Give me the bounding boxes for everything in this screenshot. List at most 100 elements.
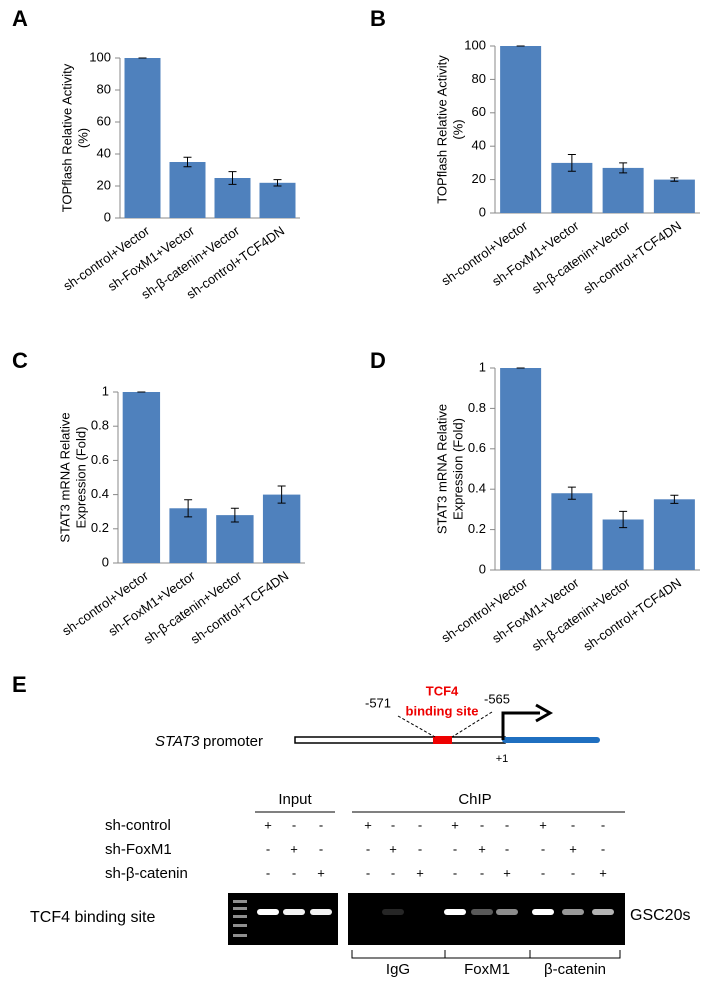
sign: -: [319, 817, 323, 832]
bar: [122, 392, 161, 563]
sign: -: [453, 865, 457, 880]
y-tick-label: 0.2: [91, 520, 109, 535]
bar: [653, 179, 695, 213]
bracket: [351, 950, 621, 959]
gel-band: [444, 909, 466, 915]
x-tick-label: sh-FoxM1+Vector: [489, 575, 582, 646]
y-tick-label: 100: [89, 49, 111, 64]
y-tick-label: 0.4: [91, 486, 109, 501]
error-bar: [670, 494, 679, 504]
y-tick-label: 1: [479, 359, 486, 374]
error-bar: [567, 154, 576, 172]
site-label: TCF4: [426, 683, 459, 698]
ladder-band: [233, 924, 247, 927]
sign: -: [366, 865, 370, 880]
y-axis-label: TOPflash Relative Activity: [59, 63, 74, 212]
y-axis-label: STAT3 mRNA Relative: [434, 404, 449, 534]
gel-band: [562, 909, 584, 915]
y-tick-label: 40: [97, 145, 111, 160]
gene-name: STAT3: [155, 733, 200, 750]
y-tick-label: 60: [97, 113, 111, 128]
y-axis-label: (%): [75, 128, 90, 148]
sign: +: [264, 817, 272, 832]
row-label: sh-FoxM1: [105, 841, 172, 858]
sign: -: [266, 865, 270, 880]
x-tick-label: sh-control+Vector: [439, 218, 531, 289]
chip-group: IgG: [386, 961, 410, 978]
error-bar: [567, 486, 576, 500]
error-bar: [277, 485, 286, 504]
group-label: Input: [278, 791, 312, 808]
position-label: +1: [496, 753, 509, 765]
x-tick-label: sh-FoxM1+Vector: [489, 218, 582, 289]
error-bar: [619, 162, 628, 174]
y-axis-label: Expression (Fold): [450, 418, 465, 520]
y-tick-label: 0: [102, 554, 109, 569]
error-bar: [228, 171, 237, 185]
cell-line: GSC20s: [630, 907, 690, 924]
sign: -: [319, 841, 323, 856]
promoter-text: promoter: [203, 733, 263, 750]
sign: -: [453, 841, 457, 856]
y-tick-label: 0.4: [468, 481, 486, 496]
y-tick-label: 100: [464, 37, 486, 52]
x-tick-label: sh-control+Vector: [439, 575, 531, 646]
gel-band: [532, 909, 554, 915]
panel-letter: E: [12, 672, 27, 697]
y-axis-label: STAT3 mRNA Relative: [57, 412, 72, 542]
sign: -: [418, 817, 422, 832]
y-tick-label: 0.6: [468, 440, 486, 455]
sign: -: [366, 841, 370, 856]
binding-site: [433, 736, 452, 744]
ladder-band: [233, 900, 247, 903]
error-bar: [183, 156, 192, 168]
y-axis-label: Expression (Fold): [73, 427, 88, 529]
bar: [124, 58, 161, 218]
position-label: -571: [365, 695, 391, 710]
sign: -: [480, 817, 484, 832]
y-tick-label: 0.8: [468, 400, 486, 415]
promoter-line: [294, 736, 506, 744]
panel-letter: C: [12, 348, 28, 373]
bar: [500, 46, 542, 213]
sign: -: [505, 817, 509, 832]
sign: +: [290, 841, 298, 856]
dash-line: [397, 715, 436, 738]
y-tick-label: 40: [472, 138, 486, 153]
y-tick-label: 0: [479, 561, 486, 576]
sign: -: [292, 817, 296, 832]
sign: +: [503, 865, 511, 880]
sign: +: [451, 817, 459, 832]
position-label: -565: [484, 691, 510, 706]
sign: +: [478, 841, 486, 856]
sign: +: [416, 865, 424, 880]
sign: +: [539, 817, 547, 832]
y-tick-label: 80: [472, 71, 486, 86]
gel-band: [310, 909, 332, 915]
arrow-head: [535, 703, 554, 723]
gel-band: [382, 909, 404, 915]
gel-band: [257, 909, 279, 915]
sign: +: [569, 841, 577, 856]
y-tick-label: 0.8: [91, 418, 109, 433]
y-axis-label: (%): [450, 119, 465, 139]
ladder-band: [233, 915, 247, 918]
y-tick-label: 60: [472, 104, 486, 119]
sign: +: [317, 865, 325, 880]
bar: [262, 494, 301, 563]
site-label: binding site: [406, 703, 479, 718]
sign: +: [599, 865, 607, 880]
chip-group: β-catenin: [544, 961, 606, 978]
ladder-band: [233, 907, 247, 910]
sign: -: [571, 865, 575, 880]
sign: -: [292, 865, 296, 880]
sign: -: [418, 841, 422, 856]
sign: -: [601, 841, 605, 856]
panel-letter: D: [370, 348, 386, 373]
y-tick-label: 0.6: [91, 452, 109, 467]
y-tick-label: 80: [97, 81, 111, 96]
sign: -: [601, 817, 605, 832]
y-tick-label: 20: [97, 177, 111, 192]
sign: -: [571, 817, 575, 832]
